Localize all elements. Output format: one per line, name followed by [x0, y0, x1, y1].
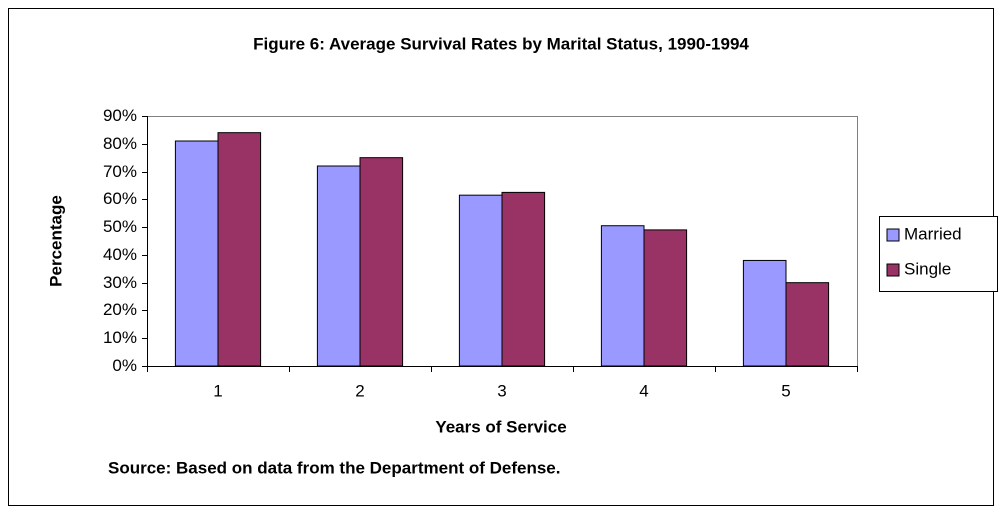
legend-label: Single — [904, 259, 951, 278]
y-axis-label: Percentage — [46, 195, 65, 287]
x-tick-label: 1 — [213, 381, 222, 400]
x-tick-label: 5 — [781, 381, 790, 400]
legend-swatch — [886, 228, 900, 242]
y-tick-label: 20% — [103, 300, 137, 319]
y-tick-label: 0% — [112, 356, 137, 375]
bar — [600, 225, 645, 367]
y-tick-label: 50% — [103, 217, 137, 236]
bar — [316, 165, 361, 367]
x-tick-label: 3 — [497, 381, 506, 400]
bar — [359, 157, 404, 367]
bar — [501, 191, 546, 367]
bar — [217, 132, 262, 367]
source-note: Source: Based on data from the Departmen… — [108, 458, 560, 477]
y-tick-label: 90% — [103, 106, 137, 125]
y-tick-label: 10% — [103, 328, 137, 347]
bar — [458, 194, 503, 367]
legend-label: Married — [904, 224, 962, 243]
chart-title: Figure 6: Average Survival Rates by Mari… — [253, 34, 749, 53]
y-tick-label: 30% — [103, 273, 137, 292]
x-axis-label: Years of Service — [435, 417, 566, 436]
legend-swatch — [886, 263, 900, 277]
y-tick-label: 40% — [103, 245, 137, 264]
x-tick-label: 4 — [639, 381, 648, 400]
y-tick-label: 60% — [103, 189, 137, 208]
y-tick-label: 80% — [103, 134, 137, 153]
x-tick-label: 2 — [355, 381, 364, 400]
bar — [742, 259, 787, 367]
bar — [785, 282, 830, 367]
bar — [174, 140, 219, 367]
bar — [643, 229, 688, 367]
y-tick-label: 70% — [103, 162, 137, 181]
